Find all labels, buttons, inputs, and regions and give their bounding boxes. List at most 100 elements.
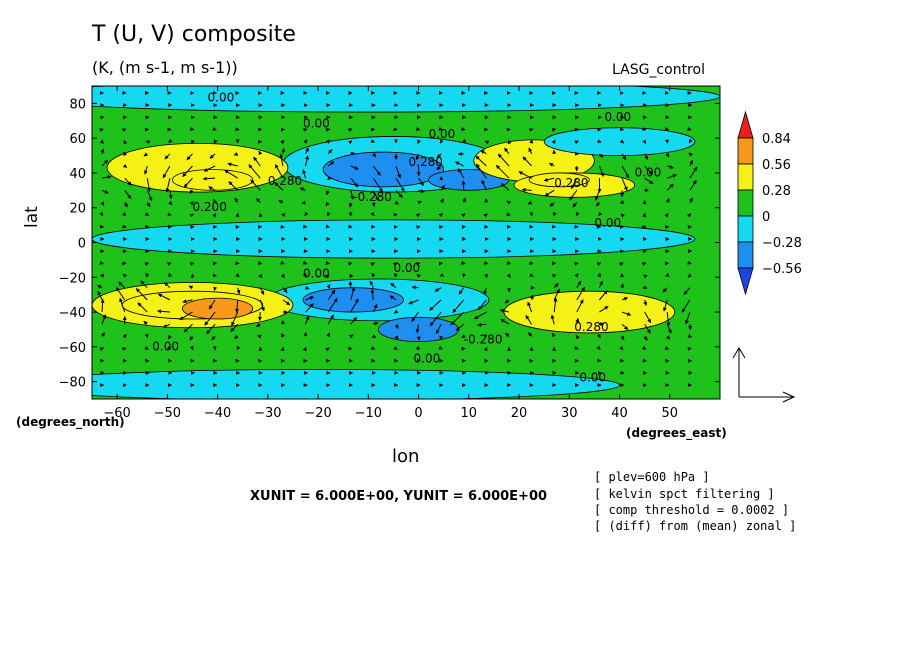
wind-vector: [575, 334, 580, 340]
wind-vector: [641, 345, 647, 350]
wind-vector: [666, 312, 671, 327]
wind-vector: [349, 273, 354, 279]
wind-vector: [145, 272, 150, 278]
wind-vector: [596, 333, 601, 339]
contour-label: 0.200: [192, 200, 226, 214]
wind-vector: [213, 139, 218, 144]
wind-vector: [325, 139, 331, 144]
wind-vector: [411, 285, 419, 290]
wind-vector: [370, 211, 375, 217]
wind-vector: [462, 138, 467, 143]
wind-vector: [123, 202, 128, 208]
wind-vector: [305, 147, 309, 155]
wind-vector: [452, 299, 465, 313]
wind-vector: [619, 262, 624, 267]
wind-vector: [395, 165, 402, 179]
wind-vector: [168, 138, 173, 144]
field-anomaly-10: [528, 172, 590, 188]
note-plev: [ plev=600 hPa ]: [594, 470, 710, 484]
wind-vector: [325, 201, 330, 207]
contour-label: 0.00: [579, 371, 606, 385]
wind-vector: [570, 177, 578, 190]
field-anomaly-8: [473, 139, 595, 183]
wind-vector: [144, 211, 150, 216]
wind-vector: [438, 345, 443, 350]
wind-vector: [101, 189, 109, 194]
wind-vector: [394, 200, 399, 205]
note-diff: [ (diff) from (mean) zonal ]: [594, 519, 797, 533]
wind-vector: [372, 303, 378, 313]
wind-vector: [167, 262, 172, 267]
wind-vector: [666, 183, 674, 191]
wind-vector: [462, 197, 467, 203]
wind-vector: [123, 151, 128, 157]
wind-vector: [418, 177, 425, 186]
wind-vector: [597, 272, 602, 278]
wind-vector: [325, 190, 330, 196]
wind-vector: [528, 147, 533, 155]
wind-vector: [552, 274, 557, 278]
wind-vector: [575, 211, 580, 217]
wind-vector: [644, 323, 651, 334]
x-axis-label: lon: [392, 446, 420, 467]
wind-vector: [213, 198, 217, 204]
wind-vector: [500, 318, 510, 325]
wind-vector: [458, 287, 465, 295]
wind-vector: [349, 334, 354, 339]
field-anomaly-13: [182, 297, 254, 320]
wind-vector: [281, 333, 285, 338]
wind-vector: [504, 299, 510, 304]
wind-vector: [373, 321, 379, 326]
wind-vector: [115, 287, 126, 301]
wind-vector: [483, 213, 488, 218]
wind-vector: [164, 153, 171, 160]
wind-vector: [189, 201, 194, 206]
wind-vector: [475, 163, 487, 179]
wind-vector: [688, 324, 693, 331]
contour-label: 0.00: [152, 339, 179, 353]
y-tick-label: 60: [69, 132, 86, 147]
wind-vector: [481, 179, 487, 191]
wind-vector: [230, 323, 239, 332]
wind-vector: [548, 162, 555, 167]
x-tick-label: −20: [304, 406, 331, 421]
wind-vector: [527, 200, 533, 205]
wind-vector: [393, 309, 399, 314]
wind-vector: [434, 287, 442, 292]
wind-vector: [233, 334, 239, 339]
wind-vector: [212, 213, 217, 218]
wind-vector: [99, 211, 104, 217]
wind-vector: [417, 200, 422, 205]
wind-vector: [140, 280, 148, 289]
wind-vector: [370, 288, 375, 300]
wind-vector: [99, 347, 104, 352]
wind-vector: [274, 164, 284, 179]
wind-vector: [621, 165, 630, 179]
wind-vector: [371, 202, 376, 207]
wind-vector: [259, 299, 265, 312]
contour-label: 0.00: [414, 351, 441, 365]
wind-vector: [233, 152, 239, 156]
wind-vector: [544, 189, 555, 197]
wind-vector: [665, 273, 670, 277]
y-tick-label: −80: [59, 376, 86, 391]
wind-vector: [305, 285, 310, 290]
wind-vector: [621, 153, 627, 161]
wind-vector: [228, 181, 239, 191]
wind-vector: [665, 198, 670, 203]
wind-vector: [598, 165, 605, 177]
wind-vector: [101, 175, 112, 180]
y-tick-label: −20: [59, 271, 86, 286]
wind-vector: [644, 311, 652, 324]
wind-vector: [162, 165, 171, 179]
wind-vector: [495, 164, 510, 179]
field-anomaly-4: [302, 287, 404, 313]
wind-vector: [527, 301, 533, 313]
contour-label: 0.00: [604, 110, 631, 124]
wind-vector: [551, 139, 556, 145]
wind-vector: [551, 332, 556, 338]
wind-vector: [688, 152, 693, 157]
field-anomaly-18: [92, 369, 620, 399]
wind-vector: [619, 345, 624, 350]
wind-vector: [461, 334, 466, 339]
